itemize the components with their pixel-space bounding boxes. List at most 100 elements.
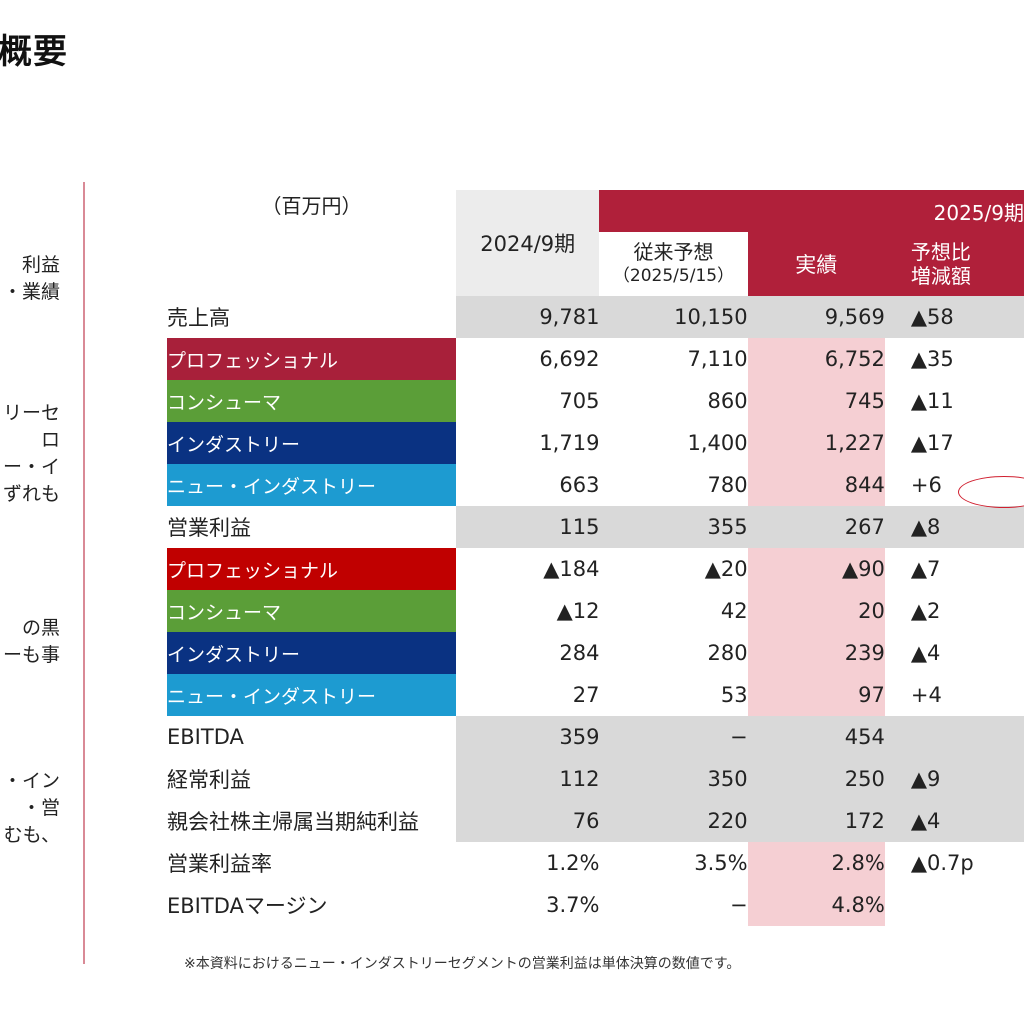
value-prev-year: 6,692 [539,347,600,371]
segment-label: インダストリー [167,422,456,464]
row-label: 経常利益 [167,758,456,800]
value-actual: 1,227 [747,422,885,464]
value-actual: 454 [747,716,885,758]
value-actual: 2.8% [747,842,885,884]
value-actual: 844 [747,464,885,506]
value-prev-year: 1.2% [546,851,600,875]
table-row: プロフェッショナル ▲184 ▲20 ▲90 ▲7 [167,548,1024,590]
segment-label: ニュー・インダストリー [167,674,456,716]
left-fragment-4: ・イン ・営 むも、 [0,768,60,849]
value-prev-year: 112 [455,758,600,800]
row-label: 営業利益 [167,506,456,548]
value-forecast: − [599,716,748,758]
value-prev-year: 284 [559,641,600,665]
table-row: EBITDA 359−454 [167,716,1024,758]
table-row: EBITDAマージン 3.7% −4.8% [167,884,1024,926]
value-diff: +4 [884,674,1024,716]
table-row: ニュー・インダストリー 663 780 844 +6 [167,464,1024,506]
financial-summary-table: （百万円） 2024/9期 2025/9期 従来予想 （2025/5/15） 実… [167,190,1024,926]
value-forecast: 860 [707,389,748,413]
value-diff: ▲4 [884,800,1024,842]
value-forecast: 355 [599,506,748,548]
header-diff: 予想比 増減額 [884,232,1024,296]
left-fragment-line: の黒 [21,617,60,639]
segment-label: コンシューマ [167,380,456,422]
value-forecast: 53 [720,683,748,707]
value-actual: 745 [747,380,885,422]
value-diff: ▲7 [884,548,1024,590]
value-prev-year: 3.7% [546,893,600,917]
value-forecast: − [729,893,748,917]
value-prev-year: 27 [572,683,600,707]
value-actual: 4.8% [747,884,885,926]
value-diff: ▲11 [884,380,1024,422]
value-actual: 250 [747,758,885,800]
left-fragment-line: ずれも [2,483,60,505]
unit-label: （百万円） [261,194,362,218]
segment-label: プロフェッショナル [167,548,456,590]
vertical-divider [83,182,85,964]
value-forecast: 350 [599,758,748,800]
header-forecast-label: 従来予想 [633,240,714,264]
row-label: 営業利益率 [167,852,272,876]
value-forecast: 780 [707,473,748,497]
left-fragment-line: ー・イ [2,456,60,478]
left-text-column: 利益 ・業績 リーセ ロ ー・イ ずれも の黒 ーも事 ・イン ・営 むも、 [0,0,60,1024]
value-forecast: 42 [720,599,748,623]
value-forecast: ▲20 [704,557,748,581]
table-row: 営業利益 115 355 267 ▲8 [167,506,1024,548]
value-prev-year: 359 [455,716,600,758]
table-row: プロフェッショナル 6,692 7,110 6,752 ▲35 [167,338,1024,380]
header-diff-line2: 増減額 [910,264,971,288]
header-current-year: 2025/9期 [599,190,1024,232]
left-fragment-1: 利益 ・業績 [0,252,60,306]
value-forecast: 1,400 [687,431,748,455]
value-forecast: 7,110 [687,347,748,371]
left-fragment-line: ・業績 [2,281,60,303]
table-row: コンシューマ ▲12 42 20 ▲2 [167,590,1024,632]
table-row: 経常利益 112 350 250 ▲9 [167,758,1024,800]
value-diff: ▲0.7p [884,842,1024,884]
table-row: インダストリー 284 280 239 ▲4 [167,632,1024,674]
left-fragment-line: リーセ [2,402,60,424]
value-diff: ▲2 [884,590,1024,632]
value-forecast: 220 [599,800,748,842]
value-prev-year: 705 [559,389,600,413]
page-title: 概要 [0,32,68,72]
value-diff: ▲17 [884,422,1024,464]
value-diff [884,884,1024,926]
left-fragment-3: の黒 ーも事 [0,615,60,669]
left-fragment-line: ・イン [2,770,60,792]
table-body: 売上高 9,781 10,150 9,569 ▲58 プロフェッショナル 6,692 7,11… [167,296,1024,926]
value-actual: 239 [747,632,885,674]
value-forecast: 10,150 [599,296,748,338]
value-prev-year: 9,781 [455,296,600,338]
left-fragment-line: ・営 [21,797,60,819]
value-diff: ▲8 [884,506,1024,548]
value-actual: 97 [747,674,885,716]
left-fragment-line: ロ [40,429,60,451]
row-label: 親会社株主帰属当期純利益 [167,800,456,842]
value-forecast: 3.5% [694,851,748,875]
value-prev-year: 76 [455,800,600,842]
row-label: EBITDAマージン [167,894,328,918]
value-diff: ▲35 [884,338,1024,380]
header-prev-year: 2024/9期 [455,190,600,296]
footnote: ※本資料におけるニュー・インダストリーセグメントの営業利益は単体決算の数値です。 [184,956,741,972]
value-actual: 172 [747,800,885,842]
value-diff: ▲58 [884,296,1024,338]
left-fragment-line: むも、 [3,824,60,846]
segment-label: コンシューマ [167,590,456,632]
value-actual: 20 [747,590,885,632]
value-forecast: 280 [707,641,748,665]
segment-label: ニュー・インダストリー [167,464,456,506]
value-diff [884,716,1024,758]
table-row: コンシューマ 705 860 745 ▲11 [167,380,1024,422]
value-actual: 6,752 [747,338,885,380]
header-actual: 実績 [747,232,885,296]
table-row: ニュー・インダストリー 27 53 97 +4 [167,674,1024,716]
value-prev-year: ▲184 [543,557,600,581]
segment-label: プロフェッショナル [167,338,456,380]
value-prev-year: ▲12 [556,599,600,623]
left-fragment-line: ーも事 [2,644,60,666]
